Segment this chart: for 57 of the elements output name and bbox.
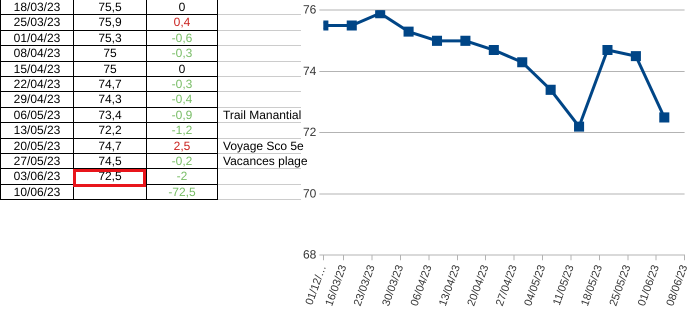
data-label: 75 (74, 46, 146, 62)
data-label: 73,4 (74, 107, 146, 123)
data-label: 74,3 (74, 92, 146, 108)
data-label: 74,7 (74, 138, 146, 154)
y-tick-label: 76 (302, 2, 317, 17)
data-label: -0,3 (146, 46, 218, 62)
category-label: 22/04/23 (0, 76, 74, 92)
data-label: -0,2 (146, 154, 218, 169)
y-tick-label: 74 (302, 64, 317, 78)
point (659, 112, 670, 122)
data-label: 74,7 (74, 76, 146, 92)
category-label: 08/04/23 (0, 46, 74, 62)
category-label: 10/06/23 (0, 184, 74, 200)
point (460, 36, 470, 46)
y-tick-label: 70 (302, 186, 317, 200)
data-label: 0 (146, 0, 218, 15)
data-label: -0,6 (146, 30, 218, 46)
data-label: 0,4 (146, 14, 218, 30)
data-label: 75 (74, 61, 146, 77)
data-label: -0,9 (146, 107, 218, 123)
category-label: 15/04/23 (0, 61, 74, 77)
data-label: -72,5 (146, 184, 218, 200)
data-label: -0,3 (146, 76, 218, 92)
text: Voyage Sco 5e (223, 138, 304, 153)
y-tick-label: 72 (302, 125, 317, 140)
data-label: 72,2 (74, 122, 146, 138)
point (375, 10, 386, 18)
category-label: 03/06/23 (0, 168, 74, 184)
category-label: 25/03/23 (0, 14, 74, 30)
point (574, 122, 584, 132)
category-label: 27/05/23 (0, 154, 74, 169)
category-label: 06/05/23 (0, 107, 74, 123)
category-label: 01/04/23 (0, 30, 74, 46)
point (346, 20, 357, 31)
text: Vacances plage (223, 154, 308, 168)
data-label: -0,4 (146, 92, 218, 108)
point (630, 51, 641, 62)
category-label: 13/05/23 (0, 122, 74, 138)
data-label: 0 (146, 61, 218, 77)
point (488, 44, 499, 56)
data-label: 75,9 (74, 14, 146, 30)
point (546, 84, 556, 95)
category-label: 18/03/23 (0, 0, 74, 15)
data-label: -2 (146, 168, 218, 184)
data-label: -1,2 (146, 122, 218, 138)
text: Trail Manantial (223, 108, 302, 122)
point (602, 44, 613, 56)
y-tick-label: 68 (302, 248, 317, 262)
data-label: 74,5 (74, 154, 146, 169)
data-label: 75,5 (74, 0, 146, 15)
category-label: 29/04/23 (0, 92, 74, 108)
data-label: 75,3 (74, 30, 146, 46)
point (432, 36, 442, 46)
category-label: 20/05/23 (0, 138, 74, 154)
point (517, 57, 528, 68)
point (404, 26, 414, 37)
data-label: 2,5 (146, 138, 218, 154)
